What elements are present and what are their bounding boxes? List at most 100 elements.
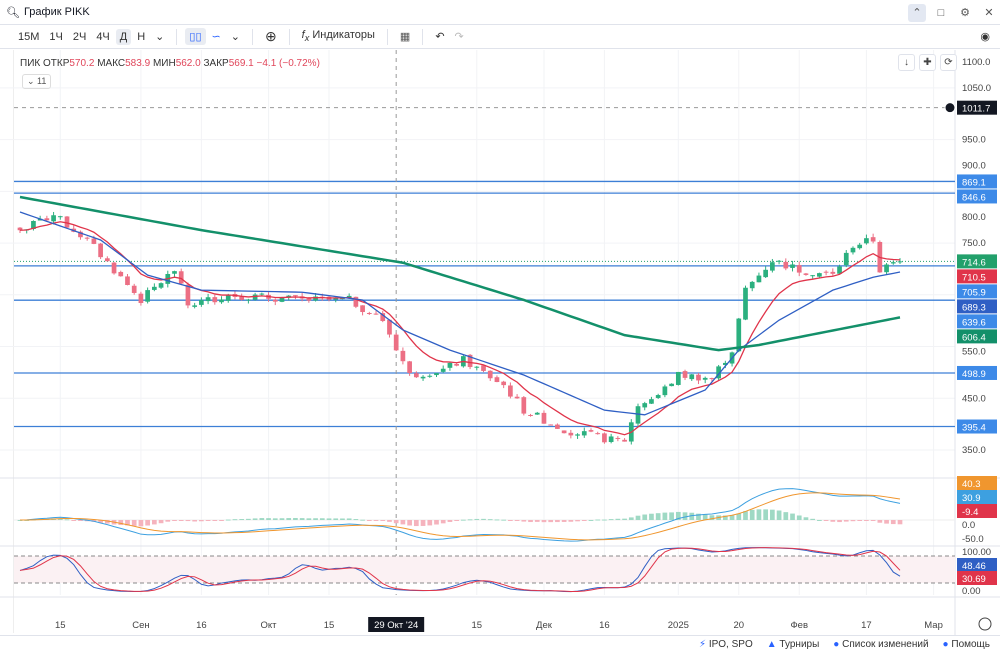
- interval-15m[interactable]: 15М: [18, 30, 40, 43]
- candle-body: [387, 319, 392, 335]
- reset-view-icon[interactable]: ⟳: [940, 54, 957, 71]
- candle-body: [420, 376, 426, 379]
- candle-body: [810, 275, 816, 277]
- interval-2h[interactable]: 2Ч: [72, 30, 87, 43]
- candle-body: [803, 273, 809, 275]
- search-icon[interactable]: 🔍︎: [6, 6, 20, 19]
- time-axis-settings-icon[interactable]: [978, 617, 992, 631]
- macd-histogram-bar: [743, 511, 748, 520]
- legend-high-label: МАКС: [97, 58, 126, 69]
- candle-body: [857, 244, 863, 249]
- crosshair-date-bg: [368, 617, 425, 632]
- candle-body: [225, 294, 231, 301]
- legend-low-label: МИН: [152, 58, 176, 69]
- footer-ipo-link[interactable]: ⚡︎ IPO, SPO: [699, 639, 753, 650]
- interval-day[interactable]: Д: [115, 28, 132, 45]
- footer-changelog-link[interactable]: ● Список изменений: [833, 639, 928, 650]
- candle-body: [581, 431, 587, 436]
- candles-chart-type-icon[interactable]: ▯▯: [185, 28, 206, 45]
- candle-body: [682, 371, 688, 378]
- macd-histogram-bar: [783, 512, 789, 520]
- macd-histogram-bar: [528, 520, 533, 523]
- interval-dropdown-chevron-icon[interactable]: ⌄: [155, 31, 165, 43]
- left-drawing-toolbar[interactable]: [0, 50, 14, 633]
- line-chart-type-icon[interactable]: ∽: [211, 31, 221, 43]
- macd-histogram-bar: [400, 520, 406, 525]
- candle-body: [635, 406, 641, 424]
- fullscreen-icon[interactable]: ✚: [919, 54, 936, 71]
- candle-body: [57, 216, 63, 218]
- candle-body: [548, 424, 554, 426]
- macd-histogram-bar: [830, 520, 836, 522]
- scroll-down-icon[interactable]: ↓: [898, 54, 915, 71]
- maximize-button[interactable]: □: [937, 7, 945, 19]
- macd-histogram-bar: [219, 520, 224, 521]
- candle-body: [333, 297, 339, 300]
- macd-histogram-bar: [454, 520, 459, 522]
- macd-histogram-bar: [722, 515, 728, 520]
- price-tick-label: 800.0: [962, 212, 986, 223]
- macd-histogram-bar: [333, 518, 339, 520]
- price-tick-label: 550.0: [962, 346, 986, 357]
- footer-tournaments-label: Турниры: [779, 639, 820, 650]
- macd-histogram-bar: [864, 520, 869, 521]
- candle-body: [790, 264, 795, 268]
- macd-signal-line: [19, 492, 901, 541]
- macd-histogram-bar: [796, 515, 802, 520]
- candle-body: [447, 362, 453, 368]
- close-icon[interactable]: ✕: [984, 7, 994, 19]
- legend-symbol: ПИК: [20, 58, 41, 69]
- candle-body: [575, 434, 580, 436]
- info-icon: ●: [833, 639, 840, 650]
- add-alert-plus-icon[interactable]: [944, 102, 956, 114]
- undo-icon[interactable]: ↶: [435, 31, 445, 43]
- candle-body: [380, 313, 386, 322]
- candle-body: [440, 368, 446, 372]
- interval-week[interactable]: Н: [137, 30, 146, 43]
- indicators-button[interactable]: fx Индикаторы: [298, 27, 379, 45]
- compare-plus-icon[interactable]: ⊕: [264, 28, 277, 44]
- candle-body: [541, 412, 547, 424]
- price-chart[interactable]: 1100.0 1050.0 1011.7 950.0 900.0 869.1 846.6 80…: [0, 50, 1000, 635]
- candle-body: [413, 373, 419, 378]
- indicators-collapse-button[interactable]: ⌄ 11: [22, 74, 52, 89]
- macd-histogram-bar: [293, 517, 298, 520]
- chart-type-chevron-icon[interactable]: ⌄: [230, 31, 240, 43]
- interval-1h[interactable]: 1Ч: [49, 30, 63, 43]
- camera-icon[interactable]: ◉: [980, 31, 990, 43]
- level-price-label: 846.6: [962, 192, 986, 203]
- macd-histogram-bar: [373, 520, 379, 521]
- crosshair-price-label-bg: [957, 100, 997, 115]
- macd-histogram-bar: [870, 520, 876, 521]
- footer-tournaments-link[interactable]: ▲ Турниры: [767, 639, 820, 650]
- macd-histogram-bar: [837, 520, 842, 523]
- macd-histogram-bar: [78, 520, 83, 521]
- footer-help-link[interactable]: ● Помощь: [943, 639, 990, 650]
- candle-body: [259, 293, 265, 295]
- candle-body: [783, 261, 789, 269]
- help-icon: ●: [942, 639, 949, 650]
- templates-grid-icon[interactable]: ▦: [399, 31, 411, 43]
- macd-histogram-bar: [843, 520, 849, 522]
- gear-icon[interactable]: ⚙: [960, 7, 970, 19]
- series-price-label: 710.5: [962, 272, 986, 283]
- macd-histogram-bar: [628, 517, 634, 520]
- candle-body: [219, 299, 224, 303]
- interval-4h[interactable]: 4Ч: [96, 30, 110, 43]
- candle-body: [454, 363, 459, 366]
- redo-icon[interactable]: ↷: [454, 31, 464, 43]
- macd-histogram-bar: [319, 518, 325, 520]
- candle-body: [205, 297, 211, 302]
- candle-body: [353, 296, 359, 307]
- macd-histogram-bar: [178, 520, 184, 521]
- indicator-count: 11: [37, 76, 47, 86]
- macd-histogram-bar: [669, 512, 674, 520]
- macd-histogram-bar: [770, 509, 775, 520]
- candle-body: [78, 231, 83, 238]
- macd-histogram-bar: [353, 519, 359, 521]
- macd-histogram-bar: [420, 520, 426, 526]
- level-price-label-bg: [957, 365, 997, 380]
- candle-body: [595, 433, 601, 435]
- collapse-button[interactable]: ⌃: [908, 4, 926, 22]
- candle-body: [749, 281, 755, 289]
